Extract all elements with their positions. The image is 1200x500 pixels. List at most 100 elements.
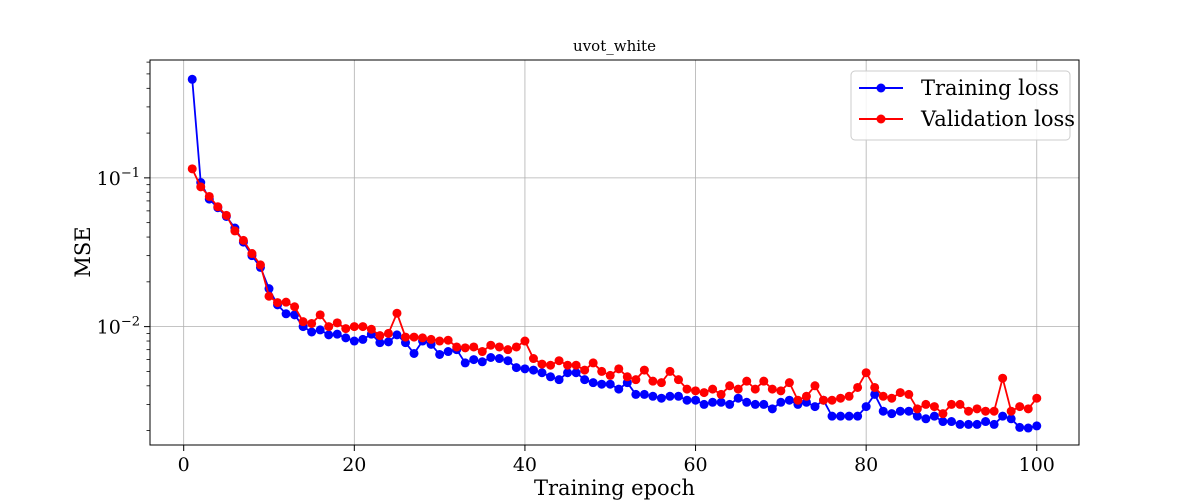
- training-loss-point: [315, 325, 325, 335]
- training-loss-point: [290, 310, 300, 320]
- legend-box: [850, 70, 1071, 141]
- training-loss-point: [631, 389, 641, 399]
- validation-loss-point: [665, 366, 675, 376]
- validation-loss-point: [639, 365, 649, 375]
- validation-loss-point: [861, 368, 871, 378]
- training-loss-point: [435, 349, 445, 359]
- training-loss-point: [409, 348, 419, 358]
- validation-loss-point: [315, 310, 325, 320]
- validation-loss-point: [528, 354, 538, 364]
- validation-loss-point: [682, 384, 692, 394]
- training-loss-point: [1023, 423, 1033, 433]
- training-loss-point: [981, 417, 991, 427]
- validation-loss-point: [921, 399, 931, 409]
- training-loss-point: [699, 399, 709, 409]
- training-loss-point: [861, 402, 871, 412]
- validation-loss-point: [691, 386, 701, 396]
- training-loss-point: [691, 395, 701, 405]
- training-loss-point: [912, 411, 922, 421]
- training-loss-point: [324, 330, 334, 340]
- training-loss-point: [332, 329, 342, 339]
- y-tick-exponent: −1: [121, 166, 140, 181]
- validation-loss-point: [870, 382, 880, 392]
- validation-loss-point: [716, 389, 726, 399]
- training-loss-point: [1032, 421, 1042, 431]
- validation-loss-point: [989, 406, 999, 416]
- training-loss-point: [383, 337, 393, 347]
- training-loss-point: [929, 411, 939, 421]
- training-loss-point: [733, 393, 743, 403]
- validation-loss-point: [673, 375, 683, 385]
- validation-loss-point: [750, 384, 760, 394]
- validation-loss-point: [878, 391, 888, 401]
- validation-loss-point: [520, 336, 530, 346]
- validation-loss-point: [759, 376, 769, 386]
- validation-loss-point: [554, 356, 564, 366]
- training-loss-point: [307, 327, 317, 337]
- training-loss-point: [494, 354, 504, 364]
- training-loss-point: [656, 393, 666, 403]
- training-loss-point: [776, 397, 786, 407]
- validation-loss-point: [392, 308, 402, 318]
- x-tick-label: 80: [854, 454, 878, 476]
- legend-marker-validation: [876, 114, 886, 124]
- training-loss-point: [349, 336, 359, 346]
- training-loss-point: [938, 417, 948, 427]
- training-loss-point: [784, 395, 794, 405]
- training-loss-point: [392, 330, 402, 340]
- validation-loss-point: [819, 395, 829, 405]
- chart-title: uvot_white: [573, 37, 656, 55]
- validation-loss-point: [537, 359, 547, 369]
- validation-loss-point: [247, 249, 257, 259]
- validation-loss-point: [631, 375, 641, 385]
- validation-loss-point: [238, 235, 248, 245]
- validation-loss-point: [358, 322, 368, 332]
- training-loss-point: [648, 391, 658, 401]
- training-loss-point: [955, 419, 965, 429]
- validation-loss-point: [281, 297, 291, 307]
- validation-loss-point: [324, 322, 334, 332]
- validation-loss-point: [469, 342, 479, 352]
- validation-loss-point: [418, 333, 428, 343]
- validation-loss-point: [375, 331, 385, 341]
- validation-loss-point: [563, 360, 573, 370]
- validation-loss-point: [648, 376, 658, 386]
- validation-loss-point: [443, 335, 453, 345]
- validation-loss-point: [810, 381, 820, 391]
- validation-loss-point: [614, 364, 624, 374]
- training-loss-point: [998, 411, 1008, 421]
- validation-loss-point: [912, 404, 922, 414]
- x-tick-label: 20: [342, 454, 366, 476]
- training-loss-point: [964, 419, 974, 429]
- validation-loss-point: [733, 384, 743, 394]
- training-loss-point: [511, 363, 521, 373]
- validation-loss-point: [588, 358, 598, 368]
- validation-loss-point: [383, 328, 393, 338]
- training-loss-point: [281, 309, 291, 319]
- validation-loss-point: [1006, 406, 1016, 416]
- validation-loss-point: [273, 298, 283, 308]
- training-loss-point: [520, 364, 530, 374]
- validation-loss-point: [725, 381, 735, 391]
- training-loss-point: [341, 333, 351, 343]
- validation-loss-point: [998, 373, 1008, 383]
- training-loss-point: [614, 384, 624, 394]
- validation-loss-point: [213, 202, 223, 212]
- validation-loss-point: [290, 302, 300, 312]
- validation-loss-point: [1032, 393, 1042, 403]
- validation-loss-point: [221, 210, 231, 220]
- validation-loss-point: [460, 343, 470, 353]
- training-loss-point: [571, 368, 581, 378]
- validation-loss-point: [964, 406, 974, 416]
- training-loss-point: [537, 368, 547, 378]
- validation-loss-point: [1023, 404, 1033, 414]
- y-tick-base: 10: [97, 168, 121, 190]
- training-loss-point: [469, 355, 479, 365]
- legend-marker-training: [876, 83, 886, 93]
- training-loss-point: [878, 406, 888, 416]
- validation-loss-point: [409, 332, 419, 342]
- validation-loss-point: [708, 384, 718, 394]
- training-loss-point: [836, 411, 846, 421]
